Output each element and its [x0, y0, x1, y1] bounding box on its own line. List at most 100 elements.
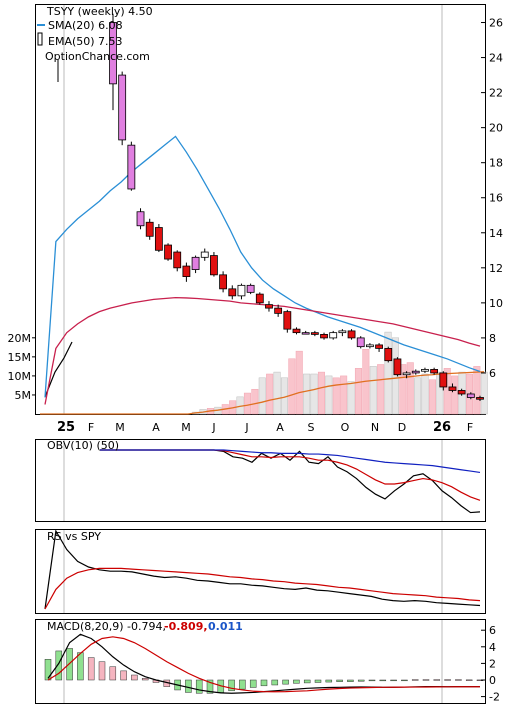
- candle-body: [255, 293, 264, 304]
- macd-histogram-bar: [314, 679, 322, 683]
- macd-histogram-bar: [87, 657, 95, 681]
- x-month-label: D: [398, 421, 406, 434]
- macd-histogram-bar: [390, 679, 397, 682]
- macd-histogram-bar: [44, 659, 52, 681]
- price-y-tick-label: 6: [489, 367, 496, 380]
- candle-body: [145, 221, 154, 237]
- candle-body: [182, 265, 191, 277]
- macd-histogram-bar: [271, 679, 279, 686]
- source-label: OptionChance.com: [45, 50, 150, 63]
- x-month-label: J: [211, 421, 215, 434]
- candle-body: [384, 348, 393, 362]
- macd-histogram-bar: [293, 679, 300, 684]
- price-y-tick-label: 16: [489, 192, 503, 205]
- volume-ma-line: [40, 371, 485, 415]
- ema-legend-label: EMA(50) 7.53: [48, 35, 123, 48]
- macd-histogram-bar: [55, 650, 63, 681]
- macd-y-tick-label: 2: [489, 657, 496, 670]
- macd-y-tick-label: 6: [489, 624, 496, 637]
- candle-body: [246, 284, 255, 293]
- volume-bar: [303, 373, 311, 415]
- macd-histogram-bar: [336, 679, 343, 682]
- volume-bar: [347, 381, 355, 415]
- volume-bar: [443, 368, 451, 415]
- candle-body: [375, 344, 383, 349]
- macd-y-tick-label: -2: [489, 691, 500, 704]
- candle-body: [274, 307, 283, 314]
- candle-body: [365, 344, 374, 348]
- price-early-line: [44, 341, 73, 398]
- macd-histogram-bar: [98, 661, 106, 681]
- x-month-label: 25: [57, 420, 75, 435]
- macd-histogram-bar: [239, 679, 246, 690]
- macd-histogram-bar: [228, 679, 235, 692]
- candle-body: [292, 328, 301, 334]
- candle-body: [127, 144, 136, 190]
- candle-body: [301, 332, 310, 335]
- price-y-tick-label: 10: [489, 297, 503, 310]
- candle-body: [228, 288, 237, 297]
- ema-legend-swatch: [37, 32, 43, 46]
- macd-histogram-bar: [141, 678, 149, 681]
- macd-histogram-bar: [465, 679, 473, 681]
- volume-bar: [317, 371, 325, 415]
- volume-bar: [354, 368, 362, 415]
- price-y-tick-label: 26: [489, 17, 503, 30]
- price-y-tick-label: 20: [489, 122, 503, 135]
- candle-body: [191, 256, 200, 270]
- volume-bar: [421, 373, 429, 415]
- macd-histogram-bar: [185, 679, 192, 693]
- obv-series-line: [100, 449, 481, 474]
- macd-signal-label: -0.809,: [164, 620, 208, 633]
- rs-series-line: [44, 529, 481, 610]
- volume-bar: [428, 379, 436, 415]
- volume-bar: [414, 377, 422, 415]
- candle-body: [118, 74, 127, 141]
- macd-histogram-bar: [109, 666, 117, 681]
- volume-bar: [340, 375, 348, 415]
- obv-label: OBV(10) (50): [47, 439, 119, 452]
- chart-title: TSYY (weekly) 4.50: [46, 5, 153, 18]
- candle-body: [411, 370, 420, 374]
- price-y-tick-label: 8: [489, 332, 496, 345]
- candle-body: [210, 255, 218, 276]
- candle-body: [219, 274, 228, 290]
- macd-histogram-bar: [206, 679, 214, 694]
- candle-body: [430, 369, 439, 374]
- macd-histogram-bar: [66, 648, 73, 681]
- volume-bar: [451, 375, 459, 415]
- candle-body: [283, 311, 292, 330]
- volume-bar: [377, 364, 385, 415]
- obv-series-line: [100, 449, 481, 514]
- macd-signal-line: [47, 636, 481, 693]
- volume-y-tick-label: 15M: [8, 351, 32, 364]
- x-month-label: M: [181, 421, 191, 434]
- volume-bar: [332, 377, 340, 415]
- price-y-tick-label: 18: [489, 157, 503, 170]
- volume-bar: [399, 364, 407, 415]
- macd-histogram-bar: [347, 679, 354, 682]
- macd-histogram-bar: [131, 674, 138, 681]
- macd-histogram-bar: [282, 679, 289, 685]
- candle-body: [356, 337, 365, 348]
- candle-body: [320, 334, 328, 339]
- macd-histogram-bar: [401, 679, 408, 682]
- macd-histogram-bar: [368, 679, 376, 682]
- macd-histogram-bar: [422, 679, 430, 681]
- rs-label: RS vs SPY: [47, 530, 101, 543]
- x-month-label: A: [276, 421, 284, 434]
- candle-body: [329, 332, 338, 339]
- macd-y-tick-label: 0: [489, 674, 496, 687]
- candle-body: [173, 251, 182, 269]
- macd-histogram-bar: [411, 679, 419, 681]
- macd-histogram-bar: [444, 679, 451, 681]
- x-month-label: 26: [433, 420, 451, 435]
- macd-label: MACD(8,20,9) -0.794,: [47, 620, 166, 633]
- candle-body: [200, 251, 209, 258]
- candle-body: [237, 284, 246, 297]
- volume-bar: [266, 373, 274, 415]
- candle-body: [457, 390, 466, 395]
- x-month-label: O: [341, 421, 350, 434]
- x-month-label: F: [88, 421, 94, 434]
